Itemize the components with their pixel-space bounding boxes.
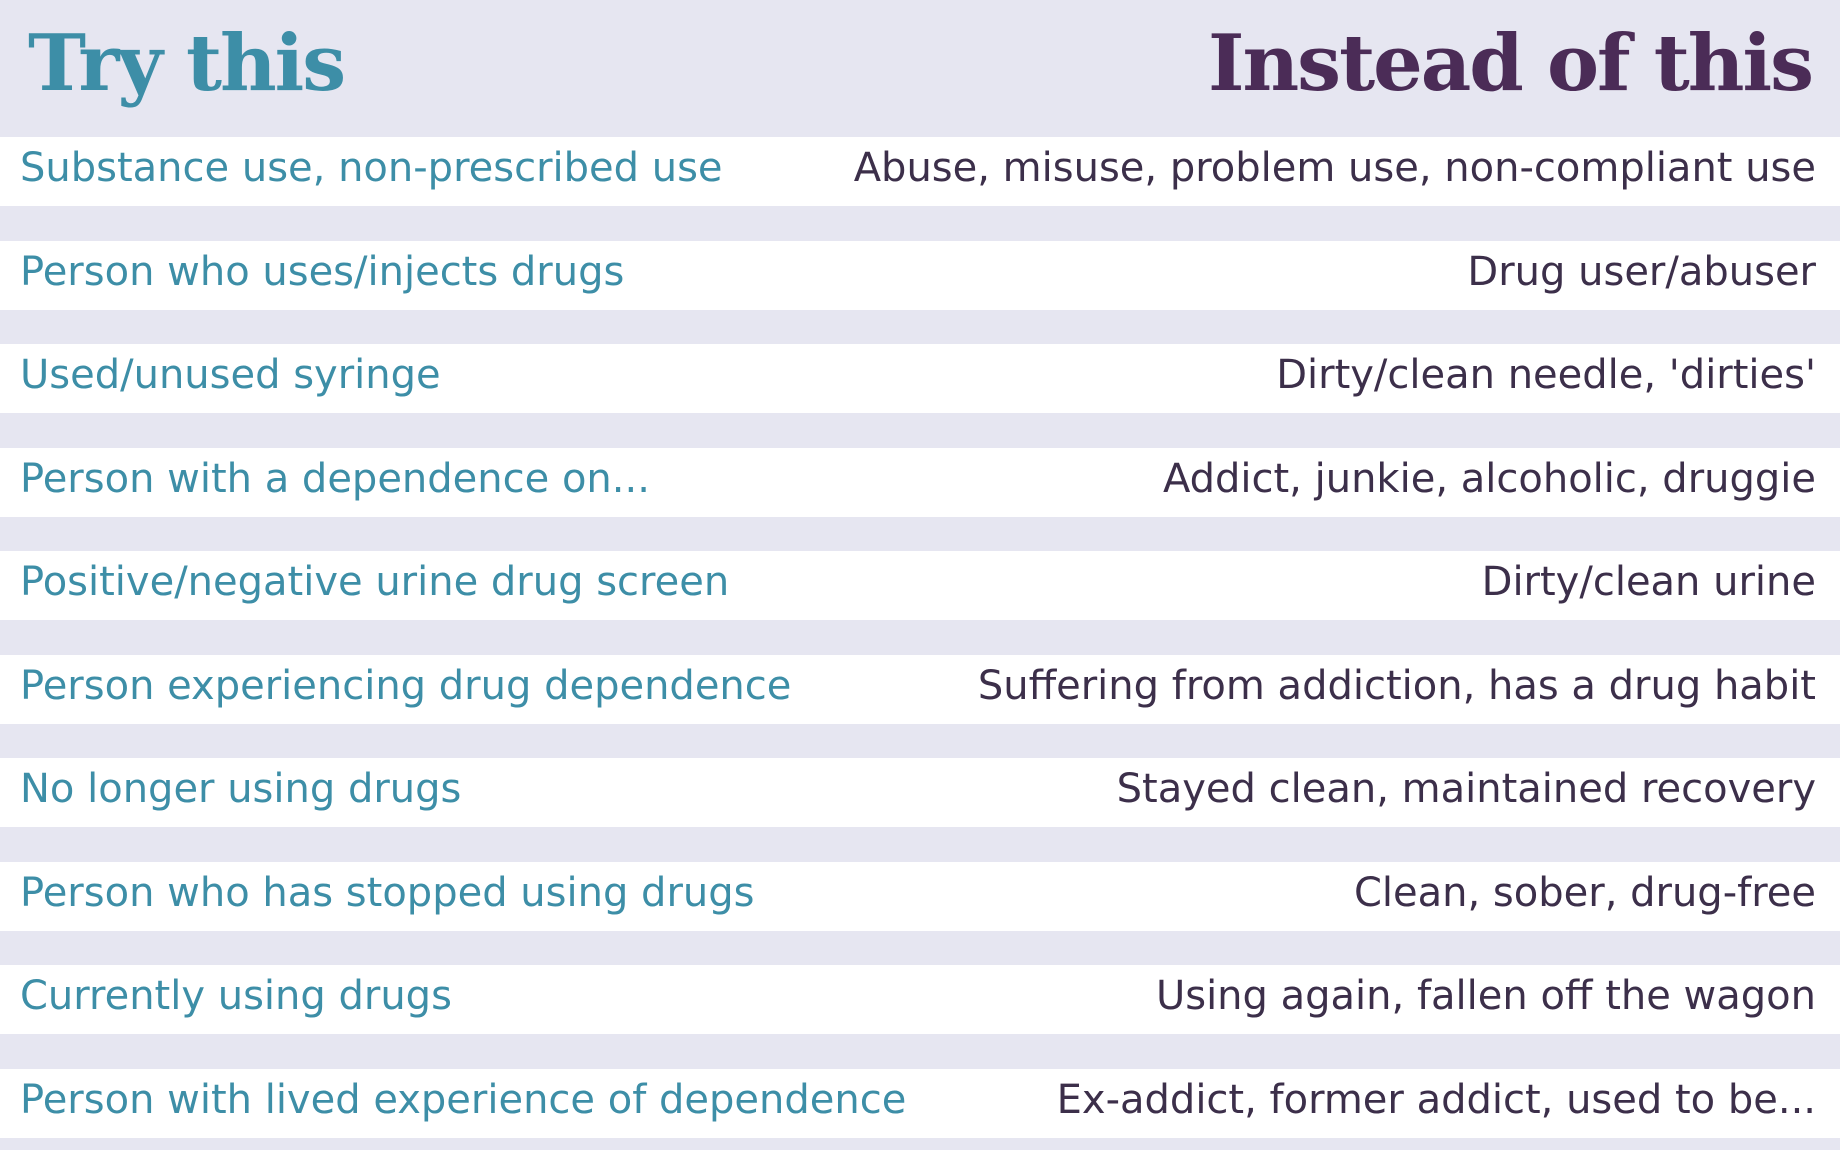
try-term: Person with a dependence on... <box>20 455 650 502</box>
instead-of-this-heading: Instead of this <box>1207 18 1814 109</box>
try-term: Currently using drugs <box>20 973 452 1019</box>
try-term: Person experiencing drug dependence <box>20 662 792 709</box>
instead-term: Abuse, misuse, problem use, non-complian… <box>853 145 1816 191</box>
instead-term: Stayed clean, maintained recovery <box>1116 766 1816 812</box>
table-row: Person with a dependence on... Addict, j… <box>0 447 1840 517</box>
instead-term: Dirty/clean urine <box>1481 559 1816 605</box>
instead-term: Drug user/abuser <box>1467 248 1816 295</box>
try-term: Used/unused syringe <box>20 352 441 398</box>
table-row: Used/unused syringe Dirty/clean needle, … <box>0 344 1840 413</box>
table-row: Positive/negative urine drug screen Dirt… <box>0 551 1840 620</box>
table-row: No longer using drugs Stayed clean, main… <box>0 758 1840 827</box>
instead-term: Using again, fallen off the wagon <box>1155 973 1816 1019</box>
instead-term: Ex-addict, former addict, used to be... <box>1056 1076 1816 1123</box>
table-row: Currently using drugs Using again, falle… <box>0 965 1840 1034</box>
try-term: Positive/negative urine drug screen <box>20 559 730 605</box>
table-row: Substance use, non-prescribed use Abuse,… <box>0 137 1840 206</box>
try-this-heading: Try this <box>28 18 346 109</box>
try-term: Person who uses/injects drugs <box>20 248 625 295</box>
instead-term: Addict, junkie, alcoholic, druggie <box>1162 455 1816 502</box>
instead-term: Dirty/clean needle, 'dirties' <box>1276 352 1816 398</box>
try-term: Person who has stopped using drugs <box>20 869 755 916</box>
table-row: Person with lived experience of dependen… <box>0 1068 1840 1138</box>
table-row: Person experiencing drug dependence Suff… <box>0 654 1840 724</box>
try-term: No longer using drugs <box>20 766 462 812</box>
try-term: Person with lived experience of dependen… <box>20 1076 907 1123</box>
try-term: Substance use, non-prescribed use <box>20 145 723 191</box>
table-header: Try this Instead of this <box>0 0 1840 137</box>
instead-term: Suffering from addiction, has a drug hab… <box>977 662 1816 709</box>
table-row: Person who uses/injects drugs Drug user/… <box>0 240 1840 310</box>
table-row: Person who has stopped using drugs Clean… <box>0 861 1840 931</box>
instead-term: Clean, sober, drug-free <box>1353 869 1816 916</box>
term-table: Substance use, non-prescribed use Abuse,… <box>0 137 1840 1138</box>
